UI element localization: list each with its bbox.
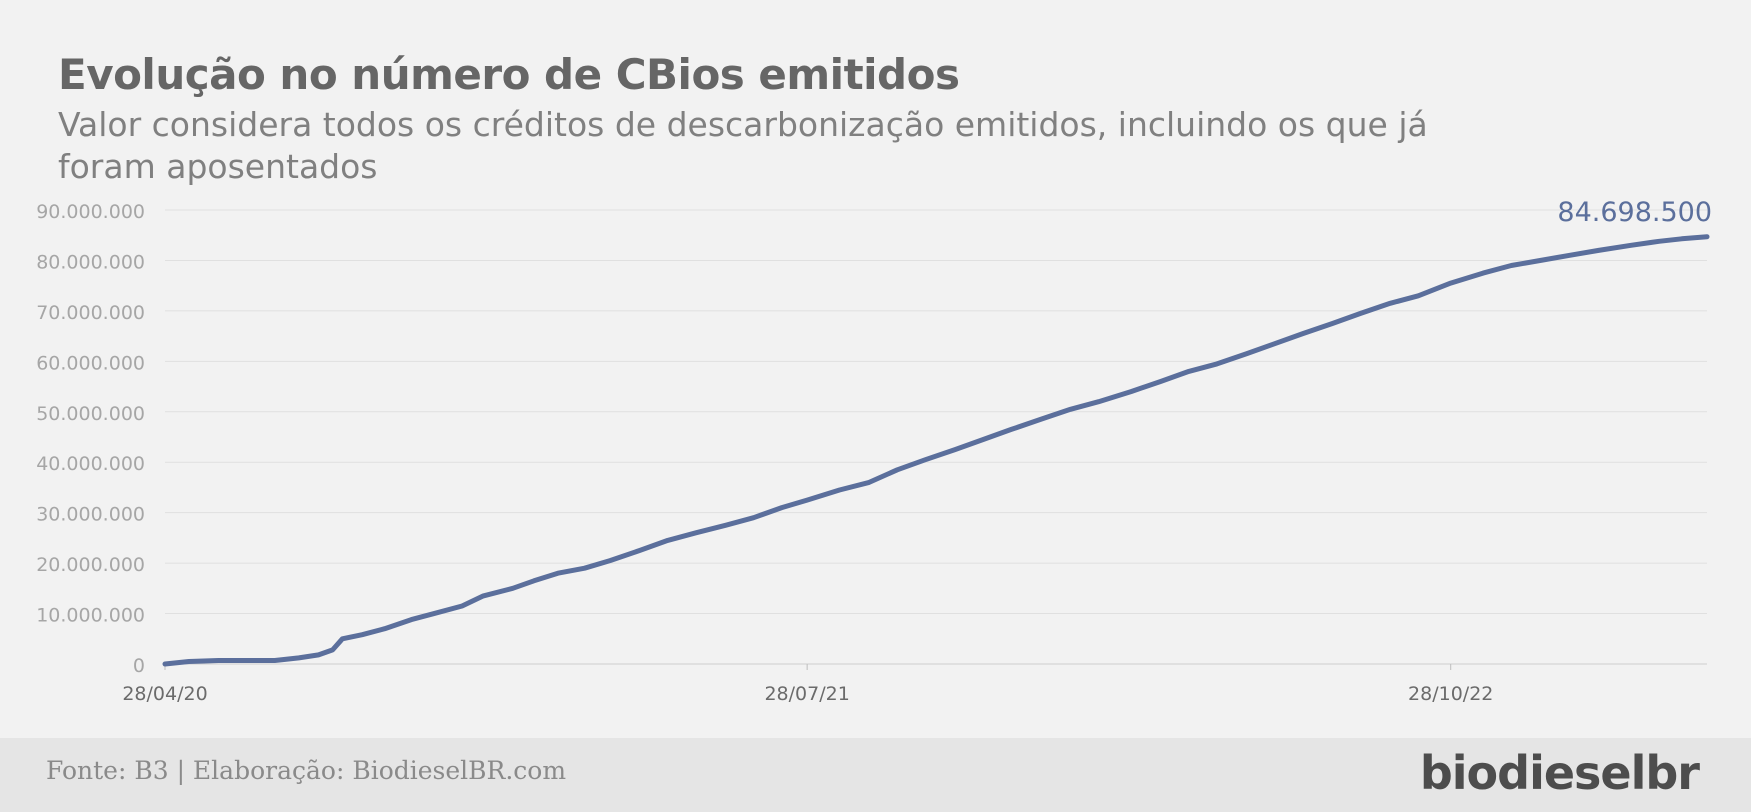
y-tick-label: 0: [133, 655, 145, 677]
y-axis-tick-labels: 0 10.000.000 20.000.000 30.000.000 40.000.00…: [36, 201, 145, 677]
series-line: [162, 234, 1710, 667]
y-tick-label: 50.000.000: [36, 403, 145, 425]
y-tick-label: 70.000.000: [36, 302, 145, 324]
x-tick-label: 28/10/22: [1408, 683, 1493, 705]
x-tick-label: 28/04/20: [122, 683, 207, 705]
grid-lines: [165, 209, 1707, 665]
footer-bar: Fonte: B3 | Elaboração: BiodieselBR.com …: [0, 738, 1751, 812]
x-axis-tick-labels: 28/04/20 28/07/21 28/10/22: [122, 664, 1493, 705]
x-tick-label: 28/07/21: [764, 683, 849, 705]
chart-title: Evolução no número de CBios emitidos: [58, 50, 960, 99]
y-tick-label: 10.000.000: [36, 605, 145, 627]
line-chart: 0 10.000.000 20.000.000 30.000.000 40.000.00…: [36, 197, 1712, 705]
y-tick-label: 30.000.000: [36, 504, 145, 526]
end-value-label: 84.698.500: [1557, 197, 1712, 228]
brand-logo: biodieselbr: [1419, 746, 1700, 800]
chart-subtitle: Valor considera todos os créditos de des…: [58, 105, 1428, 186]
y-tick-label: 60.000.000: [36, 352, 145, 374]
y-tick-label: 90.000.000: [36, 201, 145, 223]
y-tick-label: 40.000.000: [36, 453, 145, 475]
y-tick-label: 80.000.000: [36, 251, 145, 273]
series-group: [162, 234, 1710, 667]
y-tick-label: 20.000.000: [36, 554, 145, 576]
source-credit: Fonte: B3 | Elaboração: BiodieselBR.com: [46, 756, 567, 785]
